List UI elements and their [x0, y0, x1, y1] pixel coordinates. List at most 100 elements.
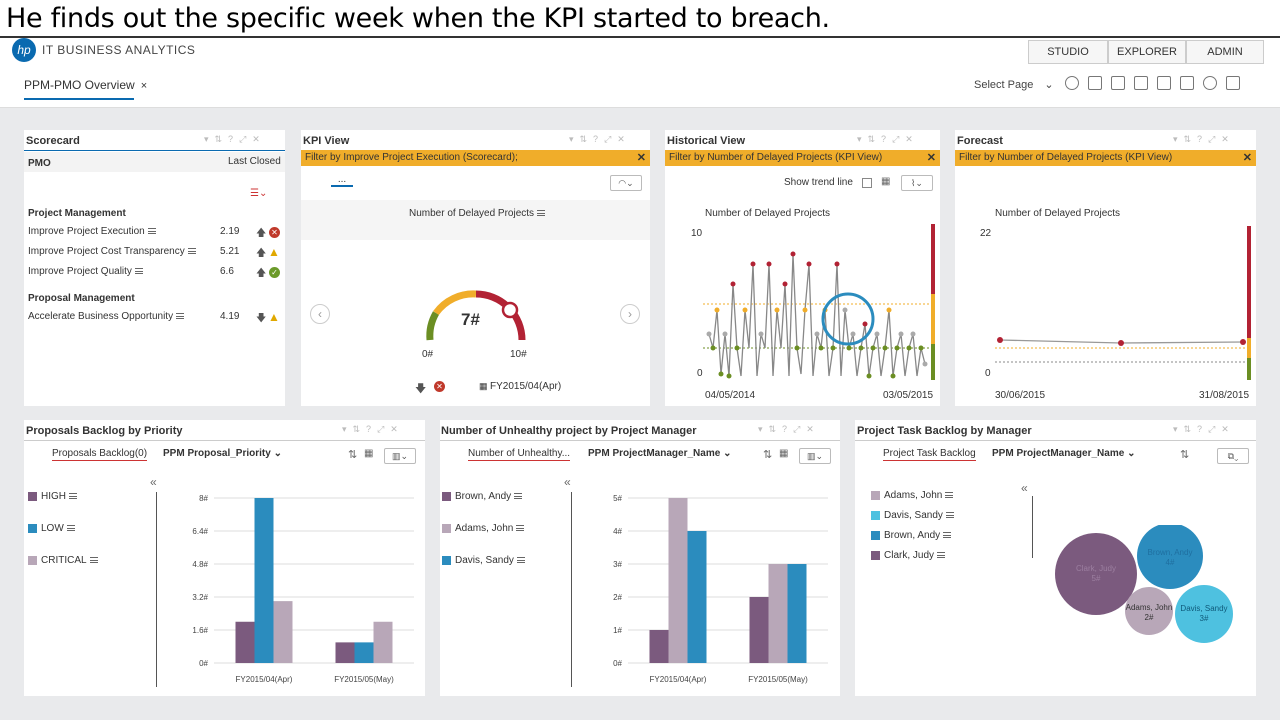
collapse-legend-icon[interactable]: «	[1021, 481, 1028, 495]
scorecard-row[interactable]: Improve Project Quality 6.6 🡅 ✓	[28, 266, 283, 279]
y-min-label: 0	[985, 368, 991, 379]
legend-swatch	[442, 555, 451, 565]
dimension-dropdown[interactable]: PPM Proposal_Priority ⌄	[163, 448, 282, 459]
select-page-dropdown[interactable]: Select Page ⌄	[974, 78, 1054, 91]
measure-tab[interactable]: Project Task Backlog	[883, 448, 976, 461]
menu-icon[interactable]	[516, 557, 525, 564]
panel-controls[interactable]: ▾⇅?⤢✕	[569, 134, 631, 144]
menu-icon[interactable]	[66, 525, 75, 532]
legend-item[interactable]: Brown, Andy	[871, 530, 952, 541]
menu-icon[interactable]	[514, 493, 523, 500]
panel-controls[interactable]: ▾⇅?⤢✕	[857, 134, 919, 144]
legend-item[interactable]: Brown, Andy	[442, 491, 523, 502]
menu-icon[interactable]	[937, 552, 946, 559]
sort-icon[interactable]: ⇅	[348, 449, 358, 461]
chart-type-button[interactable]: ▥⌄	[799, 448, 831, 464]
chart-type-button[interactable]: ▥⌄	[384, 448, 416, 464]
page-tab[interactable]: PPM-PMO Overview ×	[24, 78, 148, 100]
measure-tab[interactable]: Number of Unhealthy...	[468, 448, 571, 461]
kpi-tab[interactable]: ...	[331, 174, 353, 187]
bubble-davis-sandy	[1175, 585, 1233, 643]
legend-item[interactable]: HIGH	[28, 491, 77, 502]
trend-line-checkbox[interactable]	[862, 178, 872, 188]
panel-controls[interactable]: ▾⇅?⤢✕	[342, 424, 404, 434]
close-filter-icon[interactable]: ✕	[636, 152, 646, 164]
menu-icon[interactable]	[176, 313, 185, 320]
legend-item[interactable]: LOW	[28, 523, 75, 534]
sort-icon[interactable]: ☰⌄	[250, 188, 268, 199]
chart-type-button[interactable]: ⌇⌄	[901, 175, 933, 191]
table-icon[interactable]: ▦	[881, 176, 891, 187]
collapse-legend-icon[interactable]: «	[150, 475, 157, 489]
settings-icon[interactable]	[1203, 76, 1217, 90]
scorecard-row[interactable]: Accelerate Business Opportunity 4.19 🡇 ▲	[28, 310, 283, 324]
share-icon[interactable]	[1157, 76, 1171, 90]
scorecard-col-last-closed: Last Closed	[228, 156, 281, 167]
forecast-point	[1118, 340, 1124, 346]
scorecard-row[interactable]: Improve Project Execution 2.19 🡅 ✕	[28, 226, 283, 239]
dimension-dropdown[interactable]: PPM ProjectManager_Name ⌄	[588, 448, 732, 459]
menu-icon[interactable]	[69, 493, 77, 500]
ok-status-icon: ✓	[269, 267, 280, 278]
refresh-icon[interactable]	[1065, 76, 1079, 90]
dimension-dropdown[interactable]: PPM ProjectManager_Name ⌄	[992, 448, 1136, 459]
page-tab-close-icon[interactable]: ×	[140, 80, 148, 92]
menu-icon[interactable]	[943, 532, 952, 539]
bubble-brown-andy	[1137, 525, 1203, 589]
bar	[273, 601, 293, 663]
x-tick-label: FY2015/04(Apr)	[650, 675, 707, 684]
nav-studio-button[interactable]: STUDIO	[1028, 40, 1108, 64]
panel-controls[interactable]: ▾⇅?⤢✕	[1173, 134, 1235, 144]
scorecard-row[interactable]: Improve Project Cost Transparency 5.21 🡅…	[28, 245, 283, 259]
table-icon[interactable]: ▦	[779, 448, 789, 459]
present-icon[interactable]	[1226, 76, 1240, 90]
panel-controls[interactable]: ▾⇅?⤢✕	[204, 134, 266, 144]
collapse-legend-icon[interactable]: «	[564, 475, 571, 489]
menu-icon[interactable]	[147, 228, 156, 235]
legend-item[interactable]: Davis, Sandy	[442, 555, 525, 566]
gauge-type-button[interactable]: ◠⌄	[610, 175, 642, 191]
y-tick-label: 8#	[199, 494, 208, 503]
nav-admin-button[interactable]: ADMIN	[1186, 40, 1264, 64]
legend-item[interactable]: Clark, Judy	[871, 550, 946, 561]
menu-icon[interactable]	[945, 512, 954, 519]
y-min-label: 0	[697, 368, 703, 379]
legend-swatch	[442, 491, 451, 501]
nav-explorer-button[interactable]: EXPLORER	[1108, 40, 1186, 64]
next-arrow-icon[interactable]: ›	[620, 304, 640, 324]
chart-type-button[interactable]: ⧉⌄	[1217, 448, 1249, 464]
kpi-label: Accelerate Business Opportunity	[28, 311, 174, 322]
y-tick-label: 0#	[199, 659, 208, 668]
panel-title: Historical View	[667, 135, 746, 147]
menu-icon[interactable]	[945, 492, 954, 499]
legend-item[interactable]: Davis, Sandy	[871, 510, 954, 521]
menu-icon[interactable]	[537, 210, 546, 217]
prev-arrow-icon[interactable]: ‹	[310, 304, 330, 324]
legend-item[interactable]: Adams, John	[871, 490, 954, 501]
forecast-line-chart	[995, 226, 1251, 380]
x-start-label: 04/05/2014	[705, 390, 756, 401]
forecast-panel: Forecast ▾⇅?⤢✕ Filter by Number of Delay…	[955, 130, 1256, 406]
menu-icon[interactable]	[187, 248, 196, 255]
copy-icon[interactable]	[1134, 76, 1148, 90]
sort-icon[interactable]: ⇅	[763, 449, 773, 461]
menu-icon[interactable]	[516, 525, 525, 532]
panel-controls[interactable]: ▾⇅?⤢✕	[758, 424, 820, 434]
sort-icon[interactable]: ⇅	[1180, 449, 1190, 461]
measure-tab[interactable]: Proposals Backlog(0)	[52, 448, 148, 461]
export-icon[interactable]	[1180, 76, 1194, 90]
layout-icon[interactable]	[1111, 76, 1125, 90]
legend-item[interactable]: Adams, John	[442, 523, 525, 534]
panel-controls[interactable]: ▾⇅?⤢✕	[1173, 424, 1235, 434]
y-max-label: 22	[980, 228, 992, 239]
close-filter-icon[interactable]: ✕	[926, 152, 936, 164]
close-filter-icon[interactable]: ✕	[1242, 152, 1252, 164]
menu-icon[interactable]	[134, 268, 143, 275]
table-icon[interactable]: ▦	[364, 448, 374, 459]
legend-item[interactable]: CRITICAL	[28, 555, 98, 566]
filter-bar: Filter by Improve Project Execution (Sco…	[301, 150, 650, 166]
title-underline	[24, 150, 285, 151]
edit-icon[interactable]	[1088, 76, 1102, 90]
select-page-label: Select Page	[974, 79, 1034, 91]
menu-icon[interactable]	[89, 557, 98, 564]
